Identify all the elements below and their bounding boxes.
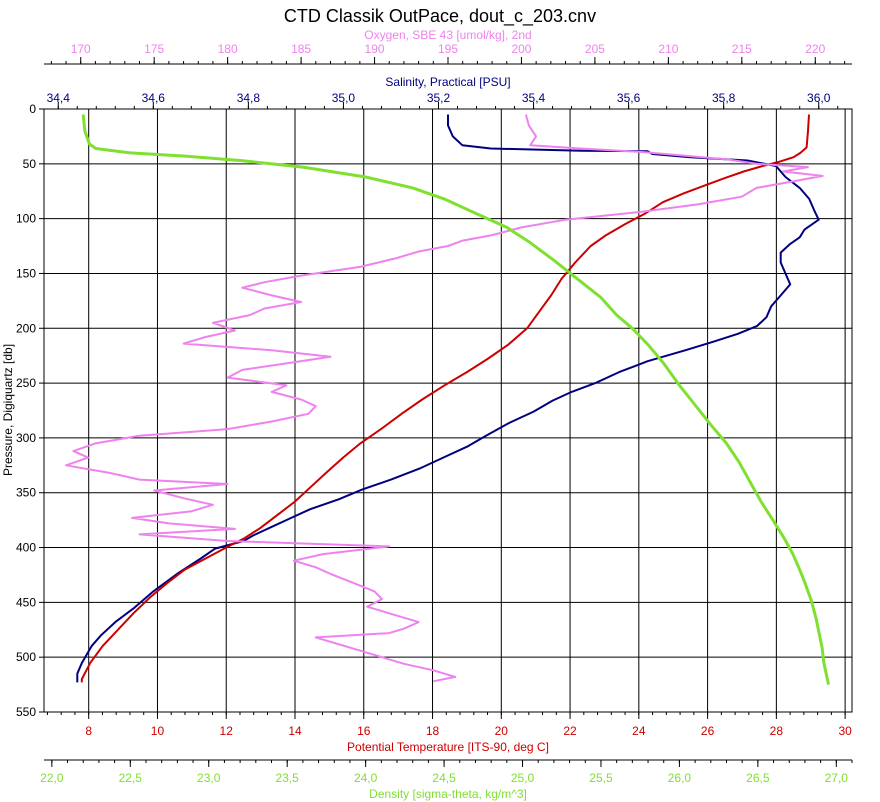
y-tick-label: 300	[16, 431, 36, 445]
y-tick-label: 450	[16, 595, 36, 609]
temperature-tick-label: 28	[770, 724, 784, 738]
oxygen-tick-label: 215	[732, 42, 752, 56]
y-axis-title: Pressure, Digiquartz [db]	[1, 344, 15, 476]
grid	[44, 109, 852, 712]
temperature-tick-label: 22	[563, 724, 577, 738]
oxygen-tick-label: 200	[511, 42, 531, 56]
density-tick-label: 26,5	[746, 771, 770, 785]
salinity-tick-label: 34,4	[47, 91, 71, 105]
plot-frame	[43, 108, 853, 713]
temperature-tick-label: 16	[357, 724, 371, 738]
temperature-tick-label: 30	[838, 724, 852, 738]
oxygen-tick-label: 180	[218, 42, 238, 56]
chart-title: CTD Classik OutPace, dout_c_203.cnv	[284, 6, 596, 27]
density-tick-label: 22,5	[119, 771, 143, 785]
y-tick-label: 0	[29, 102, 36, 116]
y-tick-label: 500	[16, 650, 36, 664]
salinity-tick-label: 34,8	[237, 91, 261, 105]
density-profile-line	[81, 114, 830, 685]
density-tick-label: 24,0	[354, 771, 378, 785]
y-tick-label: 550	[16, 705, 36, 719]
temperature-tick-label: 12	[220, 724, 234, 738]
y-tick-label: 50	[23, 157, 37, 171]
density-tick-label: 23,0	[197, 771, 221, 785]
oxygen-tick-label: 170	[71, 42, 91, 56]
oxygen-tick-label: 210	[658, 42, 678, 56]
salinity-tick-label: 35,4	[522, 91, 546, 105]
y-tick-label: 400	[16, 541, 36, 555]
temperature-tick-label: 14	[288, 724, 302, 738]
density-tick-label: 25,0	[511, 771, 535, 785]
density-tick-label: 24,5	[432, 771, 456, 785]
y-tick-label: 100	[16, 212, 36, 226]
axes: 0 50 100 150 200 250 300 350 400 450 500 550 170 175 1…	[16, 28, 853, 801]
series-layer	[65, 114, 830, 685]
density-tick-label: 22,0	[40, 771, 64, 785]
oxygen-axis-title: Oxygen, SBE 43 [umol/kg], 2nd	[364, 28, 531, 42]
oxygen-tick-label: 190	[365, 42, 385, 56]
salinity-tick-label: 35,2	[427, 91, 451, 105]
temperature-tick-label: 10	[151, 724, 165, 738]
temperature-tick-label: 20	[495, 724, 509, 738]
density-axis-title: Density [sigma-theta, kg/m^3]	[369, 787, 527, 801]
density-tick-label: 23,5	[276, 771, 300, 785]
y-tick-label: 350	[16, 486, 36, 500]
oxygen-tick-label: 205	[585, 42, 605, 56]
temperature-tick-label: 8	[85, 724, 92, 738]
temperature-tick-label: 24	[632, 724, 646, 738]
density-tick-label: 26,0	[668, 771, 692, 785]
oxygen-tick-label: 195	[438, 42, 458, 56]
density-tick-label: 25,5	[589, 771, 613, 785]
temperature-axis-title: Potential Temperature [ITS-90, deg C]	[347, 740, 549, 754]
oxygen-tick-label: 185	[291, 42, 311, 56]
salinity-tick-label: 35,8	[712, 91, 736, 105]
y-tick-label: 250	[16, 376, 36, 390]
y-tick-label: 200	[16, 321, 36, 335]
temperature-tick-label: 18	[426, 724, 440, 738]
salinity-tick-label: 35,0	[332, 91, 356, 105]
oxygen-tick-label: 220	[805, 42, 825, 56]
temperature-profile-line	[80, 114, 810, 683]
oxygen-tick-label: 175	[144, 42, 164, 56]
salinity-tick-label: 34,6	[142, 91, 166, 105]
oxygen-profile-line	[65, 114, 824, 683]
salinity-tick-label: 35,6	[617, 91, 641, 105]
temperature-tick-label: 26	[701, 724, 715, 738]
salinity-tick-label: 36,0	[807, 91, 831, 105]
salinity-axis-title: Salinity, Practical [PSU]	[385, 75, 510, 89]
density-tick-label: 27,0	[825, 771, 849, 785]
y-tick-label: 150	[16, 266, 36, 280]
